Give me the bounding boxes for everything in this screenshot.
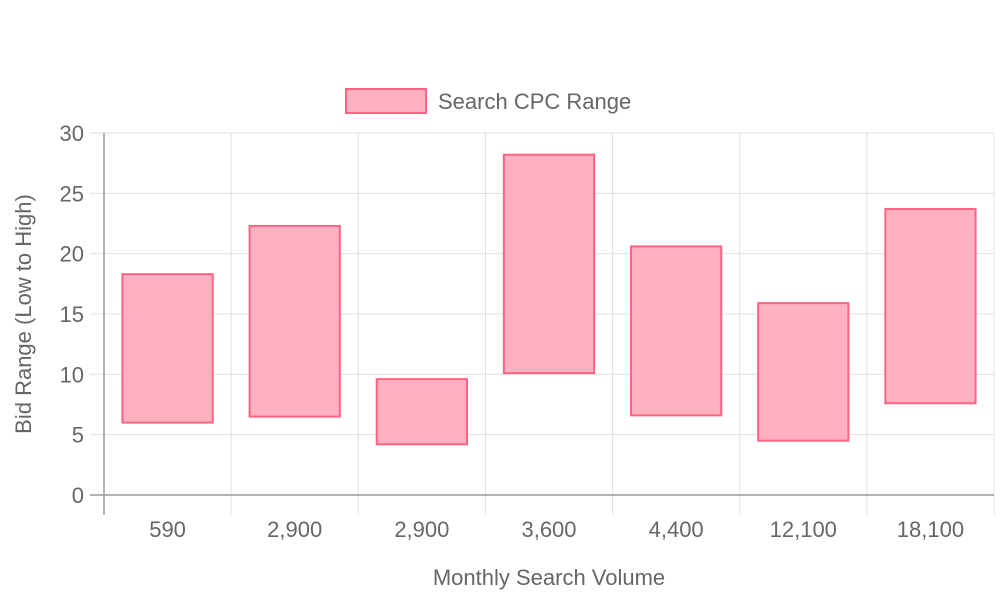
tick-labels: 0 5 10 15 20 25 30 590 2,900 2,900 3,600 4,400 12,10…: [60, 121, 965, 542]
y-tick-label: 0: [72, 483, 84, 508]
range-bar[interactable]: [630, 245, 723, 417]
y-tick-label: 5: [72, 423, 84, 448]
x-tick-label: 3,600: [521, 517, 576, 542]
x-tick-label: 12,100: [770, 517, 837, 542]
range-bar[interactable]: [248, 224, 341, 418]
y-axis-title: Bid Range (Low to High): [11, 194, 36, 434]
legend-label: Search CPC Range: [438, 89, 631, 114]
y-tick-label: 25: [60, 181, 84, 206]
range-bar[interactable]: [121, 273, 214, 424]
y-tick-label: 10: [60, 362, 84, 387]
y-tick-label: 15: [60, 302, 84, 327]
bars: [121, 153, 977, 446]
x-axis-title: Monthly Search Volume: [433, 565, 665, 590]
legend-swatch: [345, 88, 427, 114]
x-tick-label: 4,400: [649, 517, 704, 542]
y-tick-label: 20: [60, 242, 84, 267]
x-tick-label: 590: [149, 517, 186, 542]
range-bar[interactable]: [375, 378, 468, 446]
y-tick-label: 30: [60, 121, 84, 146]
x-tick-label: 2,900: [267, 517, 322, 542]
axes: [90, 132, 995, 515]
legend[interactable]: Search CPC Range: [345, 88, 631, 114]
range-bar[interactable]: [502, 153, 596, 375]
x-tick-label: 18,100: [897, 517, 964, 542]
x-tick-label: 2,900: [394, 517, 449, 542]
range-bar[interactable]: [884, 208, 977, 405]
range-bar[interactable]: [757, 302, 850, 442]
